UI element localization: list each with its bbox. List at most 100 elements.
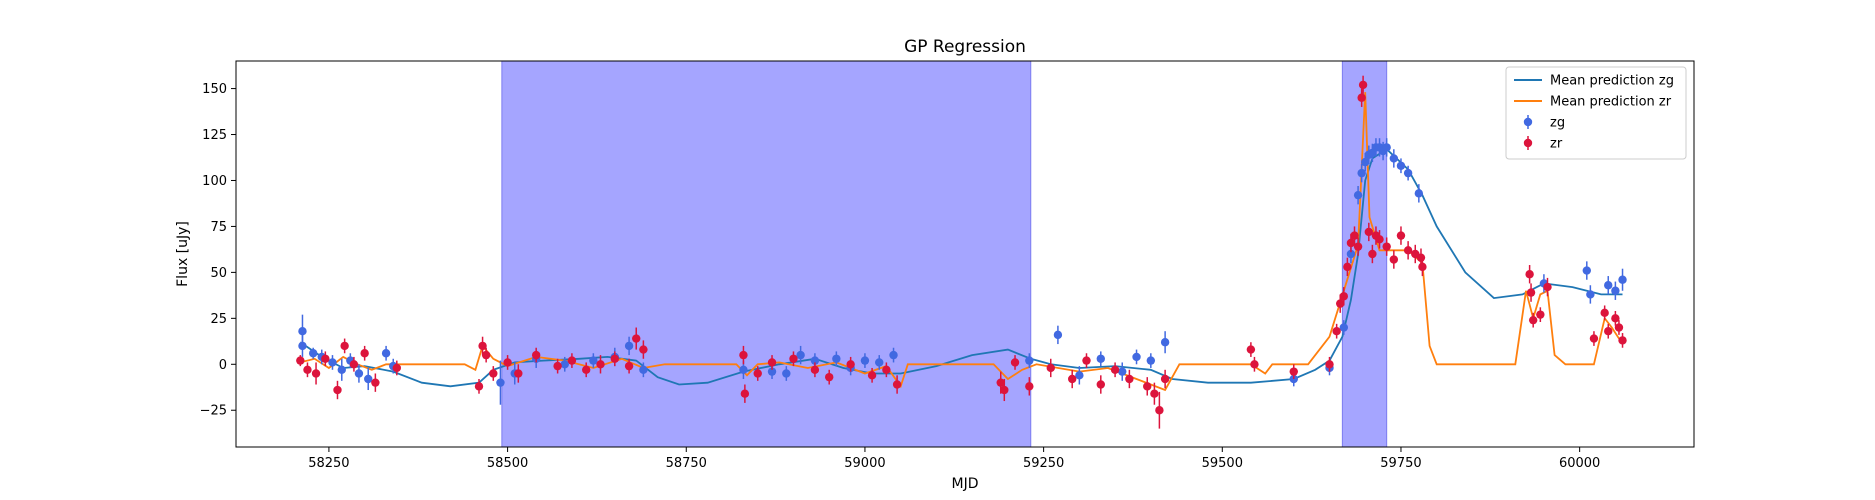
data-point-3-28 <box>767 358 777 367</box>
legend-label-2: zg <box>1550 116 1565 131</box>
data-point-2-5 <box>337 365 346 374</box>
data-point-2-14 <box>560 360 569 369</box>
shaded-regions <box>501 60 1388 448</box>
data-point-2-30 <box>1053 330 1063 340</box>
data-point-3-49 <box>1160 374 1170 384</box>
data-point-3-81 <box>1604 327 1613 336</box>
data-point-3-6 <box>349 360 359 369</box>
data-point-3-35 <box>892 380 902 389</box>
data-point-3-22 <box>624 361 634 371</box>
data-point-3-27 <box>753 369 762 378</box>
data-point-2-11 <box>496 378 505 387</box>
data-point-2-4 <box>328 358 337 367</box>
data-points <box>296 75 1627 429</box>
data-point-2-29 <box>1025 356 1034 365</box>
data-point-2-50 <box>1389 154 1399 163</box>
data-point-3-25 <box>739 350 748 360</box>
data-point-3-33 <box>867 371 877 380</box>
y-tick-label-6: 125 <box>202 128 227 143</box>
data-point-3-45 <box>1125 374 1134 384</box>
data-point-2-21 <box>782 369 791 378</box>
x-tick-label-6: 59750 <box>1380 456 1421 471</box>
legend-box <box>1505 66 1687 160</box>
data-point-3-12 <box>481 350 491 360</box>
data-point-3-3 <box>321 354 330 363</box>
data-point-3-29 <box>789 354 798 363</box>
data-point-2-24 <box>832 354 841 363</box>
data-point-3-47 <box>1150 389 1159 398</box>
data-point-3-32 <box>846 360 855 369</box>
data-point-2-0 <box>298 327 307 336</box>
plot-frame <box>235 60 1695 448</box>
y-tick-label-7: 150 <box>202 82 227 97</box>
x-tick-label-5: 59500 <box>1202 456 1243 471</box>
legend-point-swatch-2 <box>1523 117 1533 127</box>
data-point-3-5 <box>340 341 349 351</box>
data-point-2-35 <box>1146 356 1156 365</box>
data-point-3-67 <box>1382 242 1391 251</box>
data-point-2-18 <box>639 365 648 374</box>
data-point-2-27 <box>875 358 884 367</box>
data-point-2-39 <box>1339 323 1348 332</box>
data-point-3-68 <box>1389 255 1399 264</box>
x-tick-label-4: 59250 <box>1023 456 1064 471</box>
data-point-2-40 <box>1346 249 1356 259</box>
data-point-3-55 <box>1336 299 1345 308</box>
data-point-3-8 <box>371 378 380 387</box>
data-point-2-32 <box>1096 354 1105 363</box>
data-point-3-62 <box>1358 80 1368 90</box>
data-point-3-70 <box>1403 246 1413 255</box>
data-point-3-41 <box>1068 374 1077 384</box>
data-point-2-52 <box>1403 168 1413 178</box>
data-point-3-51 <box>1250 360 1259 369</box>
data-point-3-64 <box>1368 249 1377 259</box>
data-point-3-30 <box>810 365 820 374</box>
legend-label-1: Mean prediction zr <box>1550 95 1672 110</box>
data-point-3-1 <box>303 365 312 374</box>
data-point-2-49 <box>1382 143 1391 152</box>
data-point-2-41 <box>1353 190 1363 200</box>
data-point-3-11 <box>478 341 487 351</box>
data-point-2-9 <box>381 349 391 358</box>
data-point-3-39 <box>1025 382 1034 391</box>
data-point-3-2 <box>311 369 321 378</box>
data-point-3-82 <box>1611 314 1620 323</box>
data-point-2-57 <box>1604 281 1613 290</box>
data-point-2-53 <box>1414 189 1424 198</box>
data-point-3-13 <box>489 369 498 378</box>
data-point-2-7 <box>354 369 364 378</box>
data-point-3-78 <box>1543 282 1552 292</box>
data-point-3-43 <box>1096 380 1105 389</box>
data-point-3-38 <box>1010 358 1020 367</box>
data-point-3-10 <box>474 382 484 391</box>
chart-title: GP Regression <box>904 37 1026 57</box>
data-point-3-75 <box>1526 288 1536 297</box>
data-point-3-31 <box>825 372 834 382</box>
data-point-3-77 <box>1536 310 1545 319</box>
legend-label-3: zr <box>1550 137 1563 152</box>
data-point-3-56 <box>1339 292 1348 301</box>
x-tick-label-7: 60000 <box>1559 456 1600 471</box>
data-point-2-59 <box>1618 275 1627 284</box>
data-point-2-31 <box>1075 371 1084 380</box>
data-point-3-52 <box>1289 367 1298 376</box>
data-point-3-24 <box>639 345 648 354</box>
data-point-3-53 <box>1325 360 1334 369</box>
data-point-3-72 <box>1416 253 1426 262</box>
data-point-2-20 <box>767 367 777 376</box>
data-point-3-18 <box>567 356 577 365</box>
data-point-3-9 <box>392 363 402 373</box>
data-point-2-33 <box>1118 367 1127 376</box>
data-point-3-74 <box>1525 270 1534 279</box>
y-tick-label-3: 50 <box>210 266 227 281</box>
x-tick-label-2: 58750 <box>666 456 707 471</box>
data-point-3-42 <box>1082 356 1091 365</box>
data-point-2-26 <box>860 356 870 365</box>
data-point-3-54 <box>1332 327 1341 336</box>
data-point-3-60 <box>1353 242 1363 251</box>
data-point-2-8 <box>364 374 373 384</box>
data-point-3-16 <box>531 350 541 360</box>
data-point-2-23 <box>810 356 820 365</box>
data-point-3-73 <box>1418 262 1427 272</box>
